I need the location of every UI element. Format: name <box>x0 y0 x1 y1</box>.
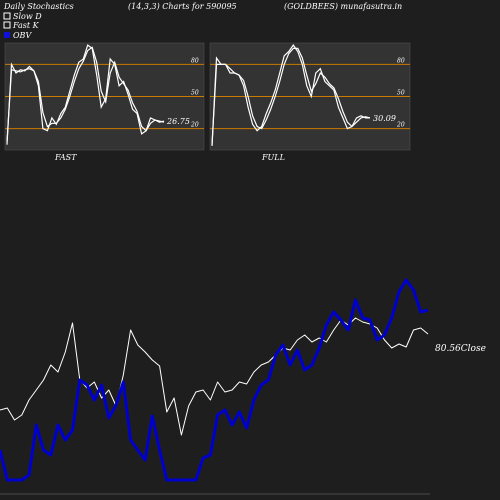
legend-swatch-fast-k <box>3 21 11 29</box>
stoch-series-1 <box>211 47 371 146</box>
legend: Slow D Fast K OBV <box>3 12 42 40</box>
price-obv-panel <box>0 278 430 495</box>
level-tick-label: 20 <box>190 122 199 129</box>
legend-label-fast-k: Fast K <box>12 21 40 30</box>
header-right: (GOLDBEES) munafasutra.in <box>284 2 402 11</box>
series-obv <box>0 278 429 482</box>
header-left: Daily Stochastics <box>3 2 74 11</box>
last-value-label: 30.09 <box>373 114 396 123</box>
level-tick-label: 80 <box>397 57 405 64</box>
stoch-series-1 <box>6 46 165 142</box>
last-value-label: 26.75 <box>166 117 190 126</box>
fast-panel-label: FAST <box>54 153 77 162</box>
level-tick-label: 80 <box>191 57 199 64</box>
level-tick-label: 50 <box>397 90 405 97</box>
legend-label-obv: OBV <box>13 31 32 40</box>
series-close <box>0 317 429 436</box>
close-value-label: 80.56Close <box>435 344 486 354</box>
full-panel-label: FULL <box>261 153 285 162</box>
legend-label-slow-d: Slow D <box>13 12 42 21</box>
level-tick-label: 20 <box>396 122 405 129</box>
header-center: (14,3,3) Charts for 590095 <box>128 2 237 11</box>
legend-swatch-slow-d <box>3 12 11 20</box>
legend-swatch-obv <box>4 32 10 38</box>
level-tick-label: 50 <box>191 90 199 97</box>
